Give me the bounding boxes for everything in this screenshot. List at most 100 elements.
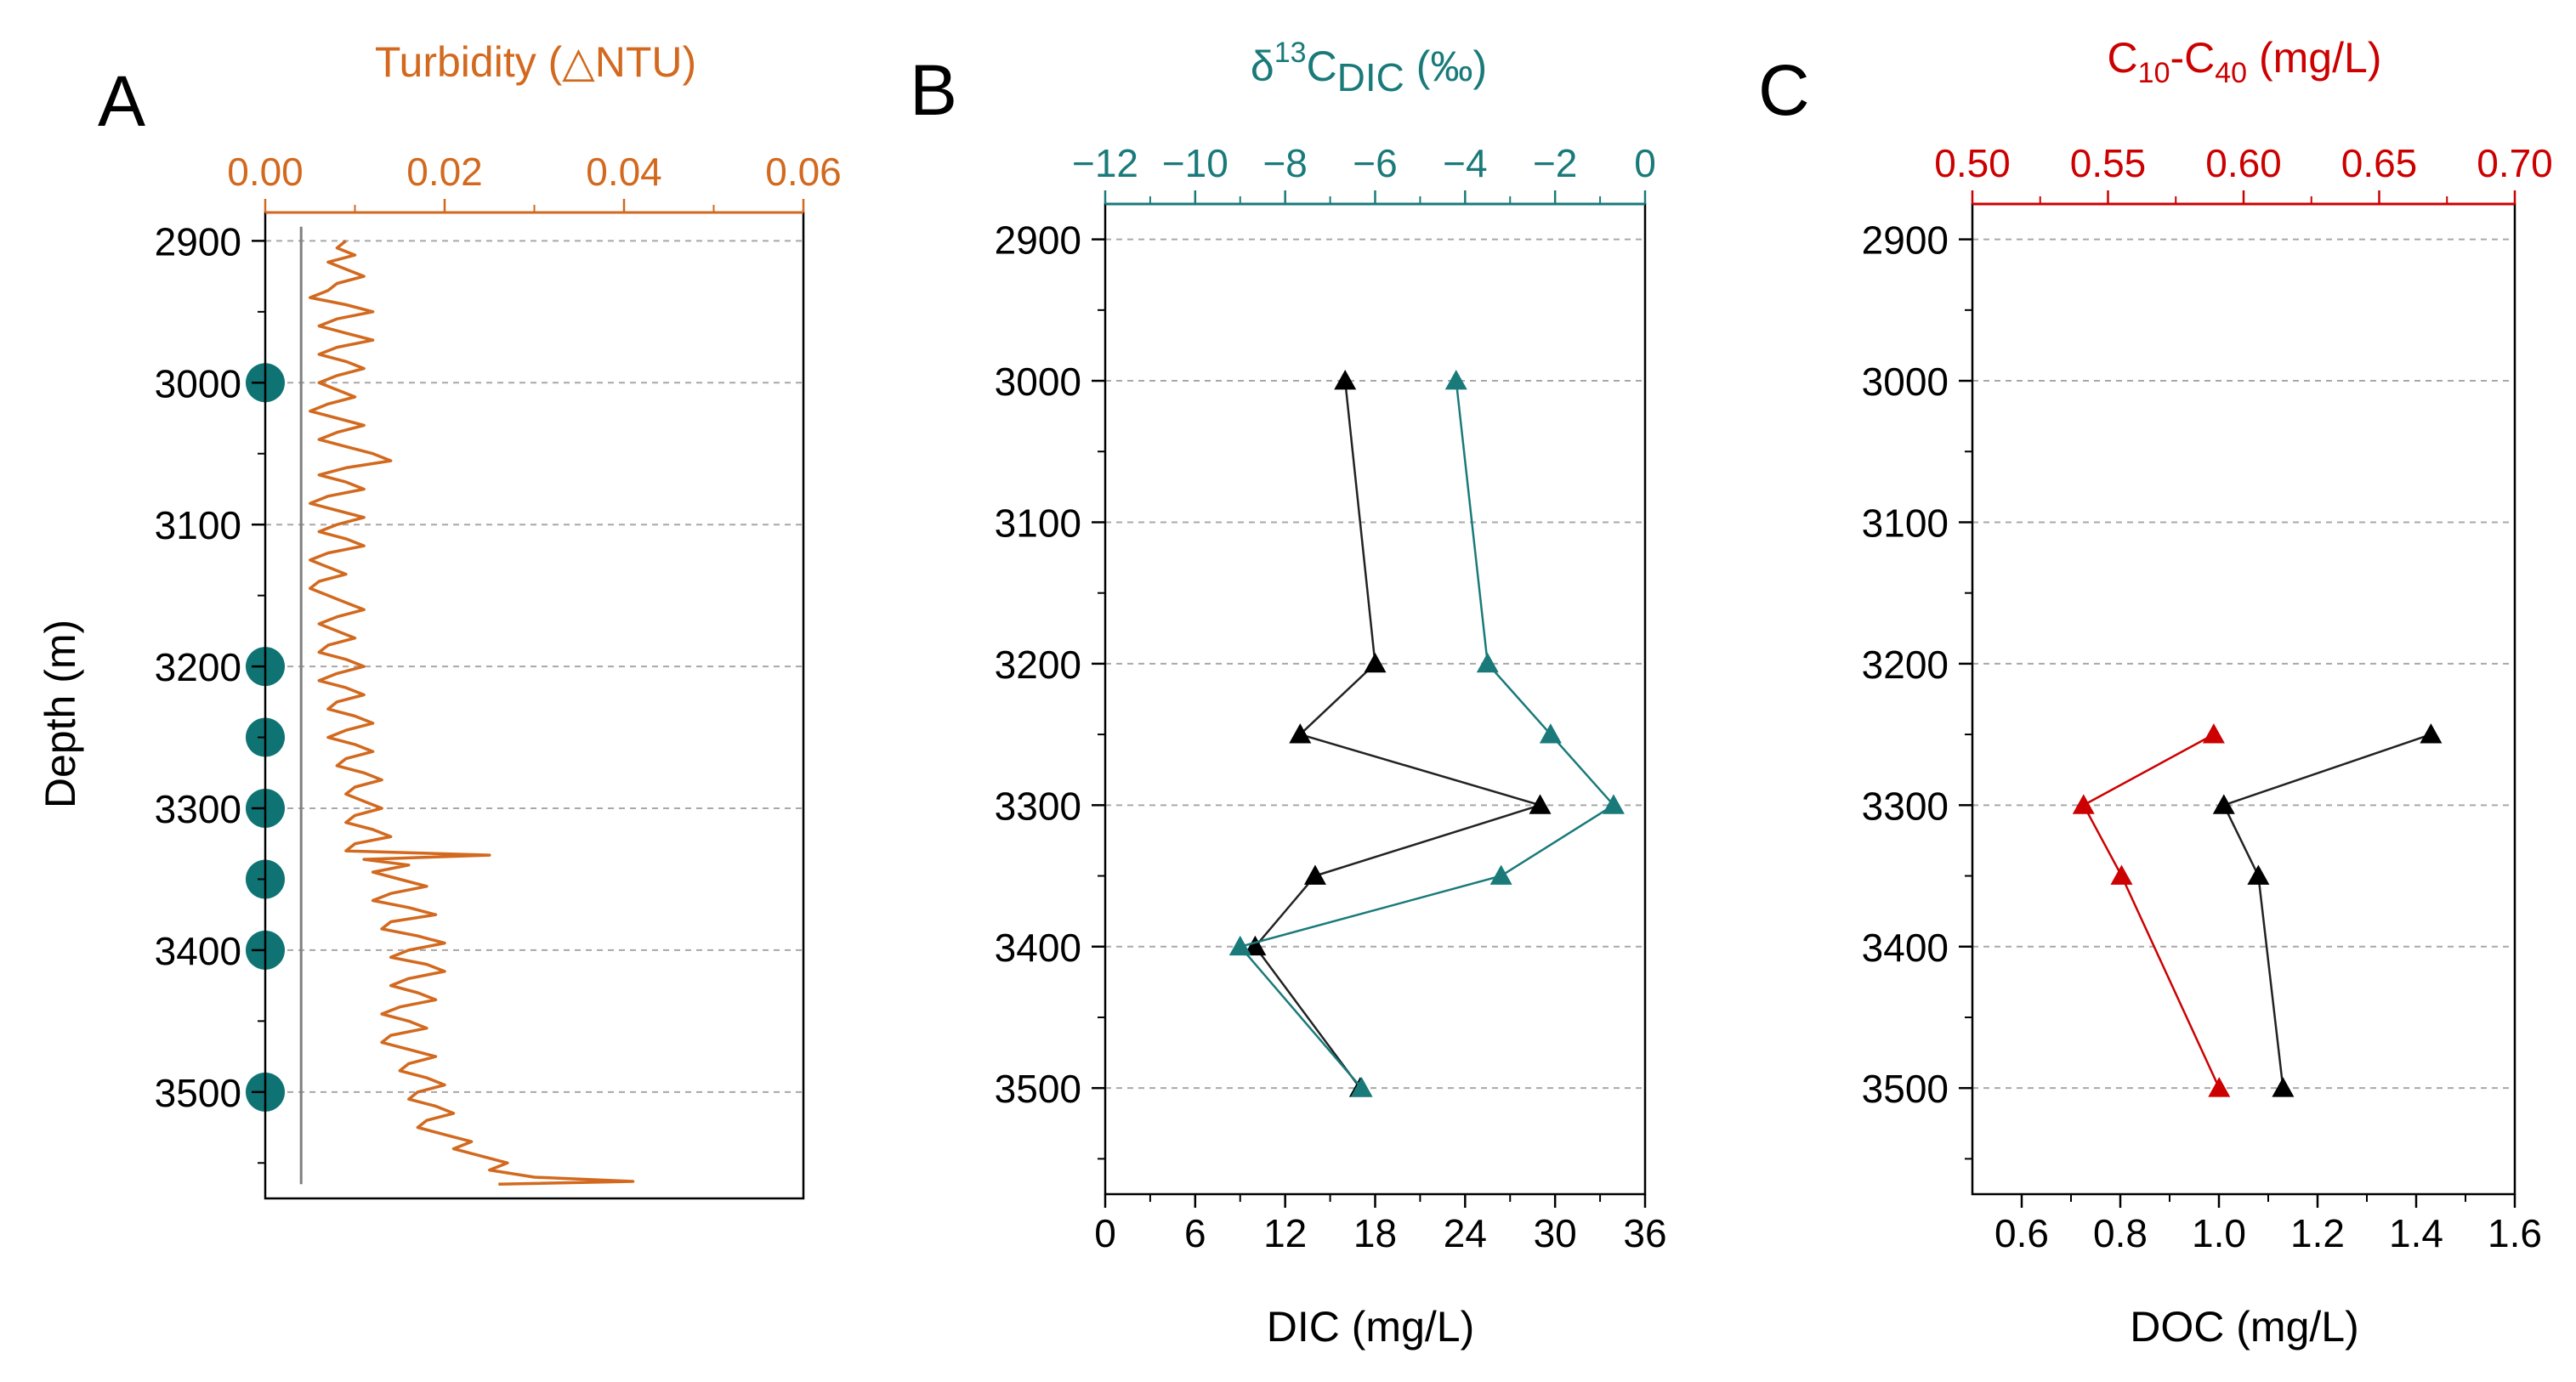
panel-a-top-tick-label: 0.00 bbox=[227, 150, 304, 194]
panel-c-data-point bbox=[2272, 1077, 2295, 1097]
panel-b-gridlines bbox=[1105, 238, 1645, 1090]
panel-b-bottom-tick-label: 24 bbox=[1444, 1211, 1487, 1255]
panel-c-top-tick-label: 0.55 bbox=[2070, 141, 2147, 185]
panel-b-data-point bbox=[1303, 864, 1326, 885]
panel-c-series-line bbox=[2222, 733, 2431, 1089]
panel-b-frame bbox=[1104, 202, 1647, 1196]
panel-c-top-axis-title: C10-C40 (mg/L) bbox=[2108, 34, 2382, 89]
panel-a-y-axis-title: Depth (m) bbox=[37, 620, 84, 808]
panel-b-data-point bbox=[1350, 1077, 1373, 1097]
panel-1-y-tick-label: 2900 bbox=[995, 218, 1081, 263]
panel-1-y-tick-label: 3200 bbox=[995, 643, 1081, 687]
panel-b-data-point bbox=[1602, 794, 1625, 814]
panel-b-top-axis-title: δ13CDIC (‰) bbox=[1251, 37, 1487, 99]
panel-c-top-ticks: 0.50 0.55 0.60 0.65 0.70 bbox=[1934, 141, 2553, 204]
panel-b-bottom-tick-label: 0 bbox=[1094, 1211, 1116, 1255]
turbidity-series-line bbox=[309, 240, 635, 1187]
panel-b-data-point bbox=[1489, 864, 1512, 885]
panel-c-top-tick-label: 0.70 bbox=[2477, 141, 2553, 185]
panel-b-top-tick-label: −4 bbox=[1443, 141, 1487, 185]
panel-b-data-point bbox=[1364, 652, 1387, 673]
panel-a-gridlines bbox=[265, 240, 803, 1093]
panel-c-top-tick-label: 0.60 bbox=[2205, 141, 2282, 185]
panel-c-top-tick-label: 0.50 bbox=[1934, 141, 2011, 185]
panel-b-data-point bbox=[1244, 935, 1267, 956]
panel-b-data-point bbox=[1228, 935, 1251, 956]
panel-b-label: B bbox=[910, 50, 957, 130]
panel-c-bottom-tick-label: 1.0 bbox=[2192, 1211, 2246, 1255]
panel-b-bottom-tick-label: 36 bbox=[1623, 1211, 1666, 1255]
panel-a-top-ticks: 0.00 0.02 0.04 0.06 bbox=[227, 150, 842, 212]
panel-b-top-ticks: −12 −10 −8 −6 −4 −2 0 bbox=[1072, 141, 1656, 204]
panel-0-y-tick-label: 3500 bbox=[155, 1071, 241, 1115]
panel-1-y-tick-label: 3300 bbox=[995, 784, 1081, 828]
panel-b-top-tick-label: −10 bbox=[1162, 141, 1228, 185]
panel-b-y-ticks: 2900 3000 3100 3200 3300 3400 3500 bbox=[995, 218, 1105, 1160]
panel-b-data-point bbox=[1476, 652, 1499, 673]
panel-c-data-point bbox=[2247, 864, 2270, 885]
panel-c-top-tick-label: 0.65 bbox=[2341, 141, 2418, 185]
panel-c-data-point bbox=[2420, 723, 2443, 744]
panel-b-series bbox=[1228, 370, 1625, 1097]
panel-c-frame bbox=[1971, 202, 2516, 1196]
panel-a-label: A bbox=[98, 61, 145, 141]
panel-c: C C10-C40 (mg/L) DOC (mg/L) 0.50 0.55 0.60… bbox=[1758, 34, 2553, 1351]
panel-0-y-tick-label: 3200 bbox=[155, 645, 241, 689]
panel-b: B δ13CDIC (‰) DIC (mg/L) −12 −10 −8 −6 −4 −2 0… bbox=[910, 37, 1667, 1351]
panel-b-top-tick-label: −8 bbox=[1262, 141, 1307, 185]
panel-0-y-tick-label: 3000 bbox=[155, 361, 241, 405]
panel-1-y-tick-label: 3100 bbox=[995, 501, 1081, 545]
panel-1-y-tick-label: 3500 bbox=[995, 1067, 1081, 1111]
panel-0-y-tick-label: 3300 bbox=[155, 787, 241, 831]
panel-a-top-tick-label: 0.04 bbox=[586, 150, 662, 194]
panel-c-bottom-tick-label: 0.8 bbox=[2093, 1211, 2148, 1255]
panel-b-bottom-tick-label: 30 bbox=[1534, 1211, 1577, 1255]
panel-b-bottom-axis-title: DIC (mg/L) bbox=[1267, 1303, 1474, 1351]
panel-0-y-tick-label: 3400 bbox=[155, 929, 241, 973]
panel-2-y-tick-label: 3300 bbox=[1862, 784, 1949, 828]
panel-c-bottom-axis-title: DOC (mg/L) bbox=[2130, 1303, 2358, 1351]
panel-b-bottom-tick-label: 18 bbox=[1353, 1211, 1397, 1255]
panel-a-top-axis-title: Turbidity (△NTU) bbox=[375, 38, 696, 86]
panel-c-data-point bbox=[2212, 794, 2235, 814]
panel-2-y-tick-label: 3500 bbox=[1862, 1067, 1949, 1111]
panel-c-label: C bbox=[1758, 50, 1810, 130]
panel-c-bottom-tick-label: 1.4 bbox=[2389, 1211, 2443, 1255]
panel-b-data-point bbox=[1539, 723, 1562, 744]
panel-a-top-tick-label: 0.02 bbox=[406, 150, 483, 194]
panel-c-series bbox=[2072, 723, 2443, 1097]
panel-b-top-tick-label: −2 bbox=[1533, 141, 1577, 185]
panel-2-y-tick-label: 3000 bbox=[1862, 360, 1949, 404]
panel-c-data-point bbox=[2208, 1077, 2231, 1097]
panel-2-y-tick-label: 3400 bbox=[1862, 926, 1949, 970]
panel-c-series-line bbox=[2082, 733, 2221, 1089]
panel-c-data-point bbox=[2110, 864, 2133, 885]
panel-a: A Turbidity (△NTU) Depth (m) 0.00 0.02 0.0… bbox=[37, 38, 842, 1200]
panel-c-bottom-ticks: 0.6 0.8 1.0 1.2 1.4 1.6 bbox=[1994, 1194, 2542, 1255]
panel-b-top-tick-label: −12 bbox=[1072, 141, 1138, 185]
panel-c-y-ticks: 2900 3000 3100 3200 3300 3400 3500 bbox=[1862, 218, 1972, 1160]
panel-b-bottom-ticks: 0 6 12 18 24 30 36 bbox=[1094, 1194, 1667, 1255]
panel-b-data-point bbox=[1444, 370, 1467, 390]
panel-b-data-point bbox=[1529, 794, 1552, 814]
panel-2-y-tick-label: 2900 bbox=[1862, 218, 1949, 263]
panel-2-y-tick-label: 3100 bbox=[1862, 501, 1949, 545]
panel-a-top-tick-label: 0.06 bbox=[765, 150, 842, 194]
panel-b-top-tick-label: 0 bbox=[1634, 141, 1656, 185]
panel-c-gridlines bbox=[1972, 238, 2515, 1090]
panel-c-bottom-tick-label: 0.6 bbox=[1994, 1211, 2049, 1255]
panel-b-data-point bbox=[1289, 723, 1312, 744]
panel-2-y-tick-label: 3200 bbox=[1862, 643, 1949, 687]
panel-c-bottom-tick-label: 1.2 bbox=[2290, 1211, 2345, 1255]
panel-b-bottom-tick-label: 6 bbox=[1184, 1211, 1206, 1255]
panel-1-y-tick-label: 3400 bbox=[995, 926, 1081, 970]
panel-1-y-tick-label: 3000 bbox=[995, 360, 1081, 404]
panel-0-y-tick-label: 3100 bbox=[155, 503, 241, 547]
panel-a-y-ticks: 2900 3000 3100 3200 3300 3400 3500 bbox=[155, 219, 265, 1164]
panel-c-data-point bbox=[2072, 794, 2095, 814]
panel-0-y-tick-label: 2900 bbox=[155, 219, 241, 263]
panel-b-data-point bbox=[1334, 370, 1357, 390]
panel-c-data-point bbox=[2202, 723, 2225, 744]
panel-b-top-tick-label: −6 bbox=[1353, 141, 1397, 185]
